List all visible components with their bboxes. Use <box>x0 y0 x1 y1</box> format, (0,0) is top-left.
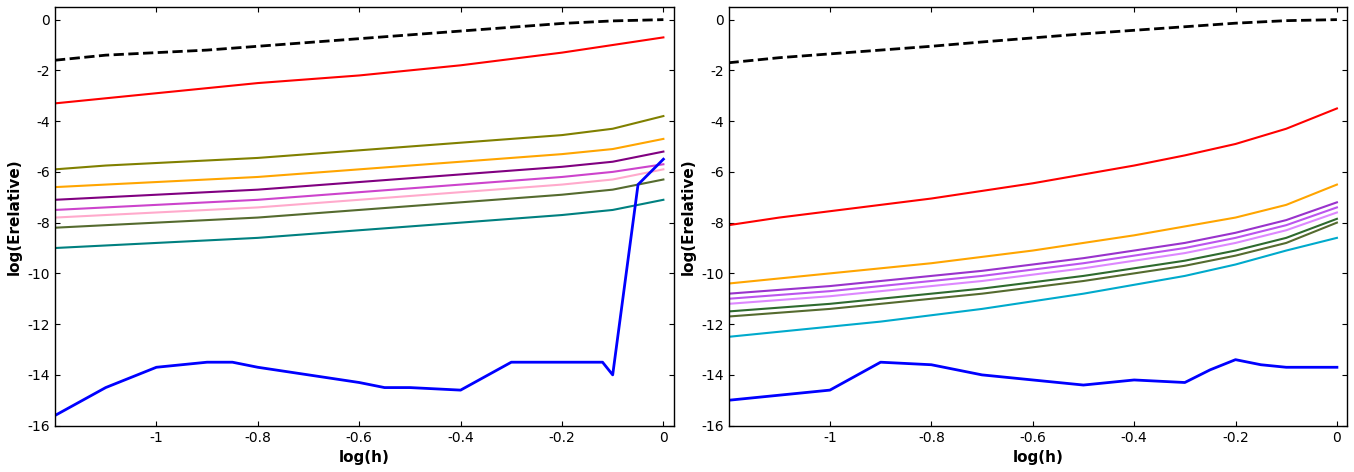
X-axis label: log(h): log(h) <box>338 450 390 465</box>
Y-axis label: log(Erelative): log(Erelative) <box>7 158 22 275</box>
Y-axis label: log(Erelative): log(Erelative) <box>681 158 696 275</box>
X-axis label: log(h): log(h) <box>1013 450 1063 465</box>
